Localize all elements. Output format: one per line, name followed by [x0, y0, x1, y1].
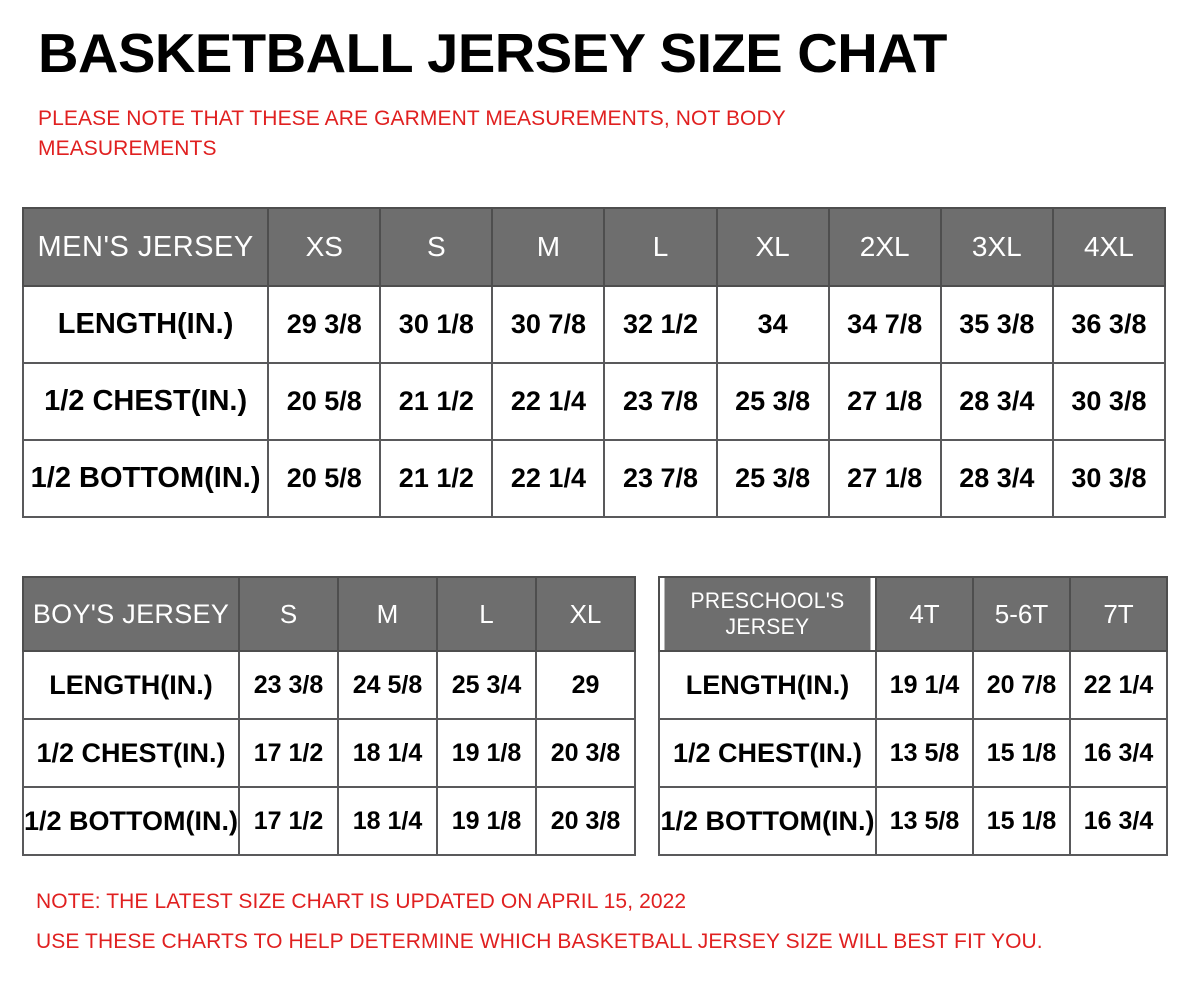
boys-cell-chest-xl: 20 3/8 — [535, 718, 636, 788]
boys-cell-bottom-s: 17 1/2 — [238, 786, 339, 856]
preschool-cell-bottom-5-6t: 15 1/8 — [972, 786, 1071, 856]
preschool-row-label-chest: 1/2 CHEST(IN.) — [658, 718, 877, 788]
mens-cell-chest-s: 21 1/2 — [379, 362, 494, 441]
mens-cell-length-m: 30 7/8 — [491, 285, 606, 364]
boys-cell-chest-l: 19 1/8 — [436, 718, 537, 788]
boys-corner-label: BOY'S JERSEY — [22, 576, 240, 652]
boys-cell-length-m: 24 5/8 — [337, 650, 438, 720]
mens-cell-length-3xl: 35 3/8 — [939, 285, 1054, 364]
mens-size-col-4xl: 4XL — [1051, 207, 1167, 287]
boys-cell-chest-s: 17 1/2 — [238, 718, 339, 788]
mens-cell-chest-xl: 25 3/8 — [715, 362, 830, 441]
page-title: BASKETBALL JERSEY SIZE CHAT — [38, 22, 947, 84]
mens-cell-bottom-2xl: 27 1/8 — [827, 439, 942, 518]
mens-cell-length-2xl: 34 7/8 — [827, 285, 942, 364]
garment-measurement-note: PLEASE NOTE THAT THESE ARE GARMENT MEASU… — [38, 107, 786, 160]
mens-cell-length-s: 30 1/8 — [379, 285, 494, 364]
table-row: LENGTH(IN.) 23 3/8 24 5/8 25 3/4 29 — [22, 650, 636, 720]
preschool-row-label-length: LENGTH(IN.) — [658, 650, 877, 720]
boys-size-col-m: M — [337, 576, 438, 652]
table-row: 1/2 BOTTOM(IN.) 13 5/8 15 1/8 16 3/4 — [658, 786, 1168, 856]
table-row: 1/2 CHEST(IN.) 20 5/8 21 1/2 22 1/4 23 7… — [21, 362, 1167, 441]
boys-cell-length-l: 25 3/4 — [436, 650, 537, 720]
preschool-size-col-5-6t: 5-6T — [972, 576, 1071, 652]
preschool-jersey-size-table: PRESCHOOL'S JERSEY 4T 5-6T 7T LENGTH(IN.… — [658, 576, 1168, 856]
mens-cell-length-xs: 29 3/8 — [267, 285, 382, 364]
mens-cell-length-4xl: 36 3/8 — [1051, 285, 1167, 364]
preschool-cell-bottom-7t: 16 3/4 — [1069, 786, 1168, 856]
boys-row-label-length: LENGTH(IN.) — [22, 650, 240, 720]
mens-size-col-m: M — [491, 207, 606, 287]
boys-cell-bottom-xl: 20 3/8 — [535, 786, 636, 856]
table-header-row: PRESCHOOL'S JERSEY 4T 5-6T 7T — [659, 576, 1168, 652]
mens-row-label-length: LENGTH(IN.) — [21, 285, 270, 364]
preschool-cell-length-5-6t: 20 7/8 — [972, 650, 1071, 720]
mens-jersey-size-table: MEN'S JERSEY XS S M L XL 2XL 3XL 4XL LEN… — [21, 207, 1167, 518]
table-row: 1/2 BOTTOM(IN.) 17 1/2 18 1/4 19 1/8 20 … — [22, 786, 636, 856]
boys-row-label-chest: 1/2 CHEST(IN.) — [22, 718, 240, 788]
table-row: LENGTH(IN.) 29 3/8 30 1/8 30 7/8 32 1/2 … — [21, 285, 1167, 364]
table-header-row: MEN'S JERSEY XS S M L XL 2XL 3XL 4XL — [21, 207, 1167, 287]
boys-jersey-size-table: BOY'S JERSEY S M L XL LENGTH(IN.) 23 3/8… — [22, 576, 636, 856]
mens-size-col-xs: XS — [267, 207, 382, 287]
preschool-cell-length-4t: 19 1/4 — [875, 650, 974, 720]
mens-size-col-l: L — [603, 207, 718, 287]
mens-cell-length-xl: 34 — [715, 285, 830, 364]
mens-cell-bottom-s: 21 1/2 — [379, 439, 494, 518]
mens-cell-bottom-3xl: 28 3/4 — [939, 439, 1054, 518]
mens-cell-bottom-xl: 25 3/8 — [715, 439, 830, 518]
mens-cell-length-l: 32 1/2 — [603, 285, 718, 364]
boys-cell-length-s: 23 3/8 — [238, 650, 339, 720]
table-row: 1/2 CHEST(IN.) 13 5/8 15 1/8 16 3/4 — [658, 718, 1168, 788]
preschool-cell-bottom-4t: 13 5/8 — [875, 786, 974, 856]
mens-cell-chest-m: 22 1/4 — [491, 362, 606, 441]
mens-corner-label: MEN'S JERSEY — [21, 207, 270, 287]
preschool-cell-length-7t: 22 1/4 — [1069, 650, 1168, 720]
preschool-corner-label: PRESCHOOL'S JERSEY — [662, 576, 873, 652]
mens-size-col-s: S — [379, 207, 494, 287]
table-row: 1/2 CHEST(IN.) 17 1/2 18 1/4 19 1/8 20 3… — [22, 718, 636, 788]
table-row: LENGTH(IN.) 19 1/4 20 7/8 22 1/4 — [658, 650, 1168, 720]
mens-cell-bottom-m: 22 1/4 — [491, 439, 606, 518]
boys-cell-chest-m: 18 1/4 — [337, 718, 438, 788]
preschool-size-col-4t: 4T — [875, 576, 974, 652]
mens-cell-chest-2xl: 27 1/8 — [827, 362, 942, 441]
preschool-cell-chest-7t: 16 3/4 — [1069, 718, 1168, 788]
boys-size-col-s: S — [238, 576, 339, 652]
mens-cell-bottom-4xl: 30 3/8 — [1051, 439, 1167, 518]
mens-size-col-2xl: 2XL — [827, 207, 942, 287]
mens-cell-chest-xs: 20 5/8 — [267, 362, 382, 441]
note-usage-instruction: USE THESE CHARTS TO HELP DETERMINE WHICH… — [36, 930, 1043, 953]
preschool-row-label-bottom: 1/2 BOTTOM(IN.) — [658, 786, 877, 856]
mens-cell-chest-l: 23 7/8 — [603, 362, 718, 441]
boys-row-label-bottom: 1/2 BOTTOM(IN.) — [22, 786, 240, 856]
table-row: 1/2 BOTTOM(IN.) 20 5/8 21 1/2 22 1/4 23 … — [21, 439, 1167, 518]
boys-size-col-xl: XL — [535, 576, 636, 652]
preschool-cell-chest-5-6t: 15 1/8 — [972, 718, 1071, 788]
boys-cell-length-xl: 29 — [535, 650, 636, 720]
boys-cell-bottom-l: 19 1/8 — [436, 786, 537, 856]
mens-size-col-xl: XL — [715, 207, 830, 287]
mens-row-label-chest: 1/2 CHEST(IN.) — [21, 362, 270, 441]
mens-cell-bottom-l: 23 7/8 — [603, 439, 718, 518]
mens-cell-bottom-xs: 20 5/8 — [267, 439, 382, 518]
table-header-row: BOY'S JERSEY S M L XL — [22, 576, 636, 652]
mens-cell-chest-3xl: 28 3/4 — [939, 362, 1054, 441]
boys-cell-bottom-m: 18 1/4 — [337, 786, 438, 856]
mens-row-label-bottom: 1/2 BOTTOM(IN.) — [21, 439, 270, 518]
boys-size-col-l: L — [436, 576, 537, 652]
mens-cell-chest-4xl: 30 3/8 — [1051, 362, 1167, 441]
mens-size-col-3xl: 3XL — [939, 207, 1054, 287]
note-last-updated: NOTE: THE LATEST SIZE CHART IS UPDATED O… — [36, 890, 687, 913]
preschool-size-col-7t: 7T — [1069, 576, 1168, 652]
preschool-cell-chest-4t: 13 5/8 — [875, 718, 974, 788]
